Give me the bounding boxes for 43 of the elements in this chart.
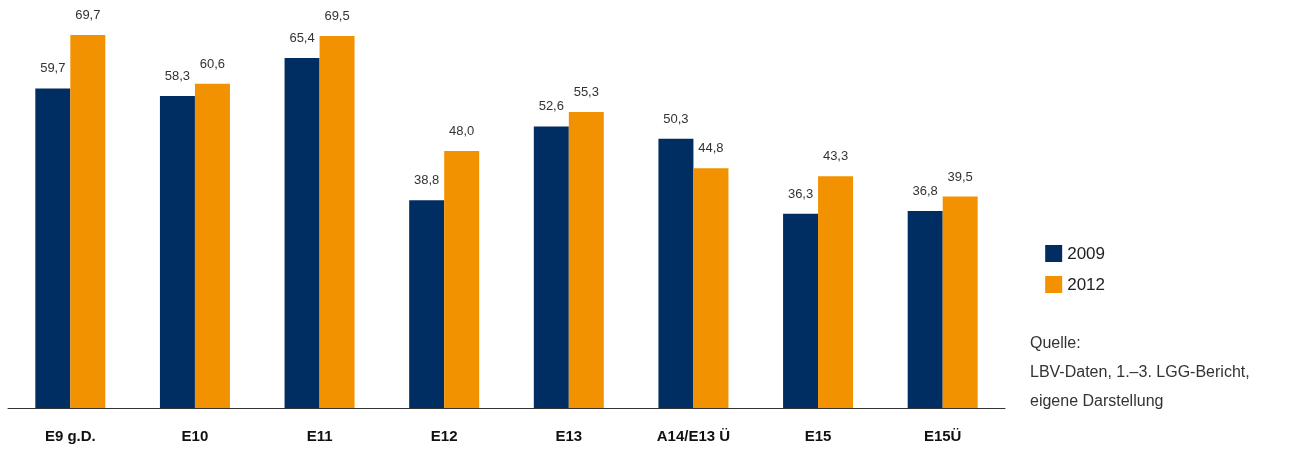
x-tick-label: E9 g.D. xyxy=(44,427,96,444)
bar xyxy=(907,211,943,408)
data-label: 43,3 xyxy=(822,148,849,164)
bar xyxy=(284,57,320,408)
x-tick-label: A14/E13 Ü xyxy=(656,427,731,444)
data-label: 69,5 xyxy=(324,7,350,23)
bar xyxy=(568,112,604,408)
data-label: 39,5 xyxy=(947,168,973,184)
data-label: 52,6 xyxy=(538,98,564,114)
legend-label: 2012 xyxy=(1067,275,1106,294)
bar xyxy=(942,196,978,408)
bar xyxy=(444,151,480,408)
data-label: 38,8 xyxy=(414,172,440,188)
x-tick-label: E15 xyxy=(804,427,832,444)
data-label: 48,0 xyxy=(449,123,475,139)
data-label: 58,3 xyxy=(164,67,191,83)
data-label: 69,7 xyxy=(75,6,101,22)
legend-label: 2009 xyxy=(1067,244,1106,263)
bar xyxy=(658,138,694,408)
source-note: Quelle: LBV-Daten, 1.–3. LGG-Bericht, eigene Darstellung xyxy=(1030,334,1250,409)
x-tick-label: E12 xyxy=(430,427,458,444)
bar xyxy=(70,34,106,408)
data-label: 36,3 xyxy=(787,185,814,201)
data-label: 55,3 xyxy=(573,84,599,99)
x-tick-label: E15Ü xyxy=(923,427,962,444)
x-tick-label: E10 xyxy=(181,427,209,444)
bar xyxy=(533,126,569,408)
data-label: 36,8 xyxy=(912,183,938,199)
bar xyxy=(818,176,854,408)
data-label: 44,8 xyxy=(698,140,724,156)
bar xyxy=(783,213,819,408)
bar xyxy=(319,35,355,408)
data-label: 50,3 xyxy=(663,110,689,126)
bar xyxy=(35,88,71,408)
data-label: 59,7 xyxy=(40,60,66,76)
bar xyxy=(693,168,729,408)
bar xyxy=(409,200,445,408)
x-tick-label: E11 xyxy=(306,427,333,444)
bar xyxy=(159,95,195,408)
data-label: 65,4 xyxy=(289,29,315,45)
data-label: 60,6 xyxy=(199,55,226,71)
bar xyxy=(194,83,230,408)
x-tick-label: E13 xyxy=(555,427,583,444)
